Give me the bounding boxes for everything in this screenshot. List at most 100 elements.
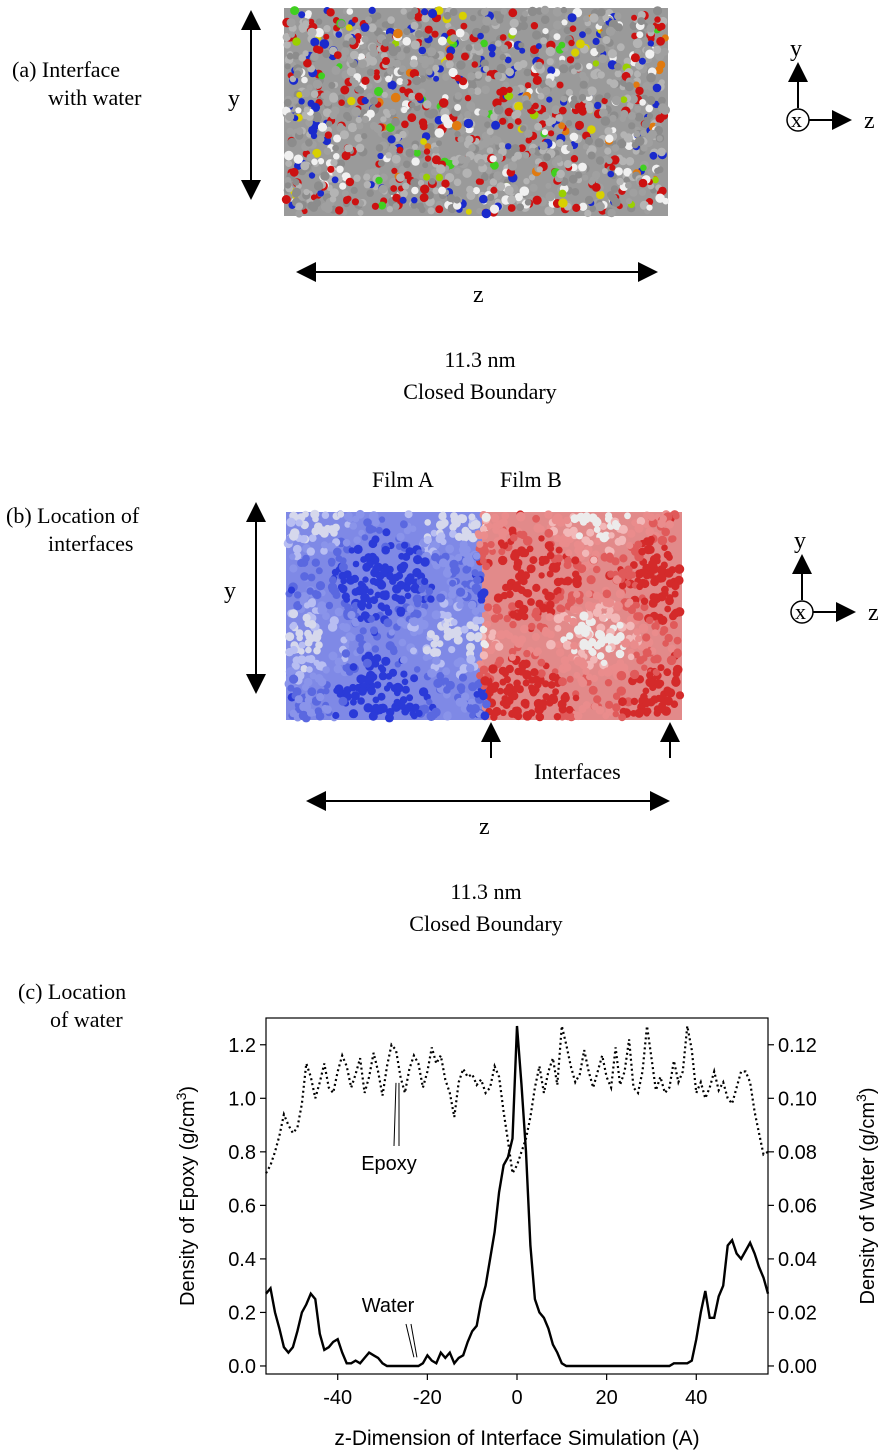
plot-frame [265, 1017, 769, 1375]
atom [410, 674, 419, 683]
atom [294, 591, 302, 599]
atom [615, 649, 625, 659]
atom [620, 638, 631, 648]
atom [406, 11, 416, 20]
atom [559, 64, 569, 74]
atom [315, 46, 324, 54]
atom [477, 178, 484, 185]
atom [651, 622, 660, 631]
atom [458, 11, 467, 20]
atom [393, 698, 401, 706]
atom [586, 575, 596, 585]
atom [558, 677, 567, 687]
atom [378, 516, 386, 523]
atom [535, 712, 545, 722]
atom [333, 687, 341, 694]
atom [406, 694, 414, 702]
atom [629, 669, 640, 680]
atom [563, 516, 571, 525]
atom [342, 150, 351, 159]
x-tick-label: -20 [413, 1387, 442, 1409]
atom [612, 575, 622, 584]
atom [309, 203, 319, 212]
atom [386, 708, 395, 717]
atom [652, 668, 660, 676]
atom [392, 584, 402, 594]
atom [584, 136, 594, 146]
atom [412, 143, 418, 150]
atom [352, 515, 360, 523]
atom [522, 536, 533, 546]
atom [368, 6, 376, 14]
atom [347, 610, 356, 620]
atom [609, 164, 616, 171]
atom [413, 149, 421, 157]
atom [371, 535, 380, 544]
atom [361, 534, 369, 541]
atom [356, 122, 364, 130]
atom [352, 560, 360, 568]
atom [454, 554, 463, 562]
atom [292, 187, 302, 197]
atom [602, 36, 611, 44]
atom [514, 151, 522, 160]
atom [442, 667, 451, 676]
y-left-tick-label: 0.0 [228, 1356, 256, 1378]
atom [459, 77, 468, 86]
atom [571, 188, 580, 196]
atom [446, 630, 455, 639]
atom [297, 559, 306, 567]
atom [527, 598, 535, 606]
atom [291, 97, 299, 104]
atom [655, 193, 665, 203]
atom [654, 167, 661, 174]
atom [449, 530, 457, 538]
atom [583, 15, 590, 23]
atom [582, 667, 590, 675]
atom [480, 173, 489, 182]
atom [420, 557, 430, 567]
atom [302, 20, 309, 27]
atom [399, 561, 409, 571]
atom [373, 681, 382, 689]
atom [320, 92, 328, 99]
atom [396, 146, 404, 154]
atom [633, 81, 640, 89]
atom [450, 618, 458, 626]
atom [632, 38, 643, 49]
y-left-tick-label: 1.2 [228, 1035, 256, 1057]
atom [641, 664, 648, 671]
atom [454, 74, 462, 82]
atom [626, 541, 634, 550]
atom [373, 69, 380, 76]
atom [300, 665, 308, 673]
atom [476, 208, 483, 215]
atom [531, 632, 540, 641]
atom [634, 540, 643, 549]
atom [305, 119, 313, 127]
atom [569, 132, 579, 142]
atom [340, 636, 348, 644]
atom [403, 28, 411, 36]
x-tick-label: 20 [596, 1387, 618, 1409]
atom [405, 148, 415, 158]
atom [425, 587, 434, 596]
atom [649, 151, 658, 160]
atom [420, 184, 430, 194]
atom [449, 579, 457, 587]
atom [587, 539, 594, 547]
atom [461, 692, 470, 701]
atom [453, 196, 461, 204]
atom [553, 20, 563, 30]
atom [552, 688, 559, 696]
atom [605, 26, 616, 36]
atom [284, 182, 292, 189]
atom [352, 16, 359, 23]
atom [602, 14, 610, 22]
atom [513, 558, 523, 568]
atom [624, 571, 634, 580]
atom [582, 143, 589, 150]
atom [341, 190, 349, 198]
atom [436, 164, 446, 174]
atom [492, 605, 502, 614]
